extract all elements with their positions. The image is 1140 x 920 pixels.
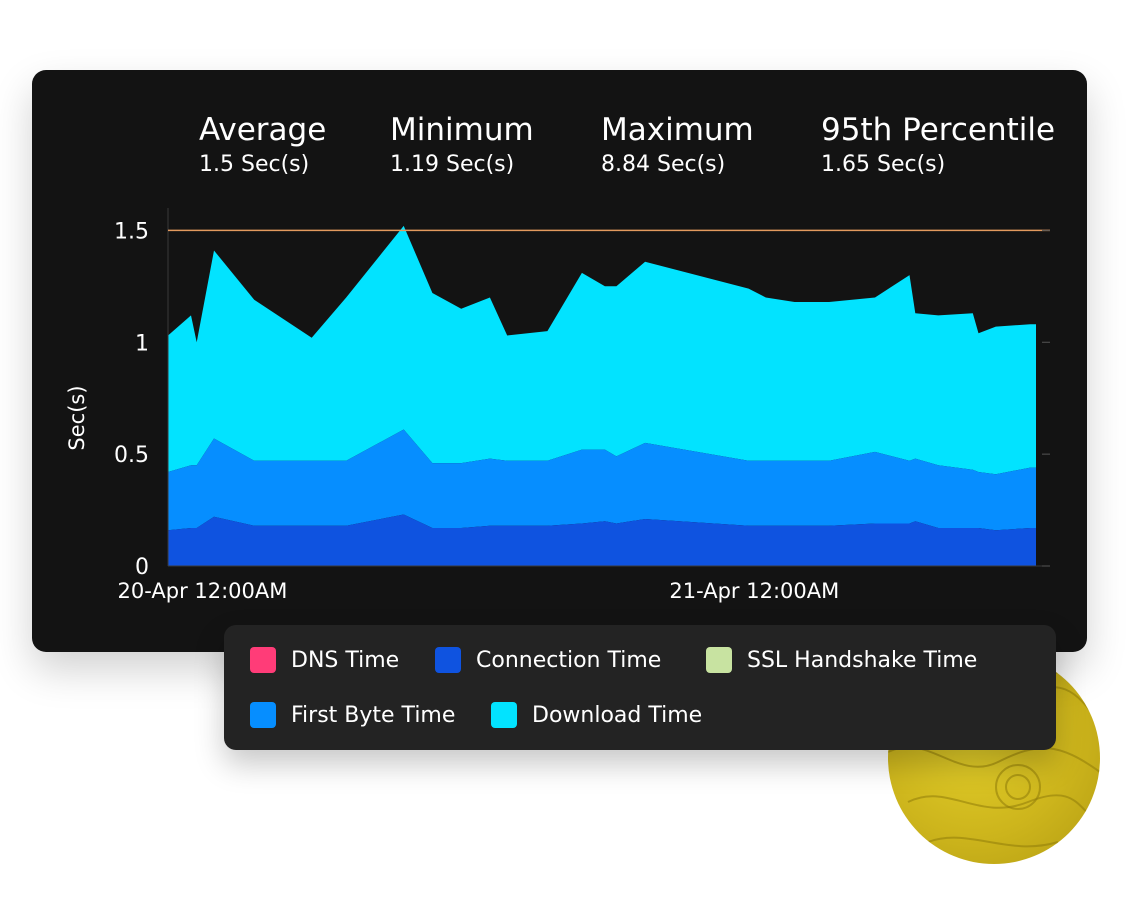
legend-swatch-connection-time: [435, 647, 461, 673]
y-tick-label: 0.5: [114, 443, 149, 468]
legend-label-connection-time: Connection Time: [476, 647, 662, 673]
legend-item-ssl-handshake-time[interactable]: SSL Handshake Time: [706, 647, 977, 673]
y-tick-label: 0: [135, 555, 149, 580]
stat-maximum-value: 8.84 Sec(s): [601, 152, 726, 177]
stat-minimum: Minimum 1.19 Sec(s): [390, 110, 534, 180]
stat-maximum-label: Maximum: [601, 112, 754, 148]
area-series-download-time: [168, 225, 1036, 475]
x-tick-label: 21-Apr 12:00AM: [669, 579, 839, 603]
area-series-connection-time: [168, 514, 1036, 566]
legend-label-ssl-handshake-time: SSL Handshake Time: [747, 647, 978, 673]
y-axis-label: Sec(s): [65, 385, 89, 450]
stat-average-label: Average: [199, 112, 327, 148]
chart-card: Average 1.5 Sec(s) Minimum 1.19 Sec(s) M…: [32, 70, 1087, 652]
y-tick-label: 1: [135, 331, 149, 356]
stat-95th-percentile-label: 95th Percentile: [821, 112, 1056, 148]
stat-average-value: 1.5 Sec(s): [199, 152, 310, 177]
legend-item-dns-time[interactable]: DNS Time: [250, 647, 399, 673]
legend-swatch-first-byte-time: [250, 702, 276, 728]
stat-minimum-label: Minimum: [390, 112, 534, 148]
legend-swatch-ssl-handshake-time: [706, 647, 732, 673]
x-tick-label: 20-Apr 12:00AM: [118, 579, 288, 603]
legend-label-download-time: Download Time: [532, 702, 703, 728]
area-series-first-byte-time: [168, 429, 1036, 531]
stat-minimum-value: 1.19 Sec(s): [390, 152, 515, 177]
stat-average: Average 1.5 Sec(s): [199, 110, 326, 180]
stat-95th-percentile-value: 1.65 Sec(s): [821, 152, 946, 177]
legend-item-first-byte-time[interactable]: First Byte Time: [250, 702, 455, 728]
stat-95th-percentile: 95th Percentile 1.65 Sec(s): [821, 110, 1055, 180]
stat-maximum: Maximum 8.84 Sec(s): [601, 110, 754, 180]
legend-item-connection-time[interactable]: Connection Time: [435, 647, 661, 673]
legend-swatch-download-time: [491, 702, 517, 728]
legend-label-first-byte-time: First Byte Time: [291, 702, 456, 728]
legend-swatch-dns-time: [250, 647, 276, 673]
chart-legend: DNS Time Connection Time SSL Handshake T…: [224, 625, 1056, 750]
legend-item-download-time[interactable]: Download Time: [491, 702, 702, 728]
y-tick-label: 1.5: [114, 219, 149, 244]
legend-label-dns-time: DNS Time: [291, 647, 400, 673]
